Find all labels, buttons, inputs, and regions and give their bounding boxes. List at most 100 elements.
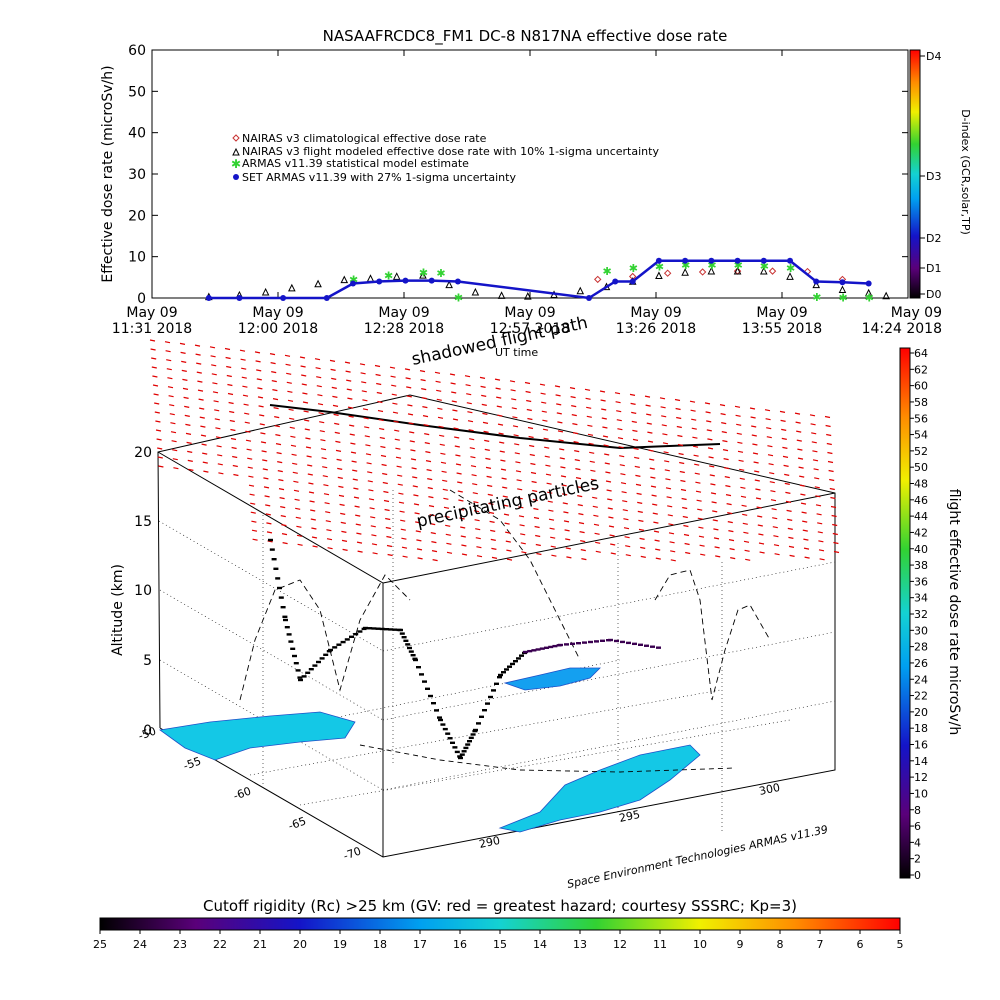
particle-mark — [577, 504, 583, 507]
particle-mark — [489, 520, 495, 523]
particle-mark — [196, 362, 202, 365]
particle-mark — [274, 425, 280, 428]
particle-mark — [527, 417, 533, 421]
particle-mark — [623, 527, 630, 530]
flight-point — [405, 643, 411, 646]
particle-mark — [292, 471, 298, 474]
particle-mark — [288, 408, 294, 411]
particle-mark — [542, 419, 548, 422]
flight-point — [656, 646, 661, 649]
particle-mark — [539, 383, 546, 386]
particle-mark — [826, 442, 832, 446]
flight-point — [367, 627, 373, 630]
particle-mark — [287, 390, 293, 393]
particle-mark — [480, 385, 486, 388]
flight-point — [312, 664, 318, 667]
x-tick-date: May 09 — [891, 305, 942, 321]
particle-mark — [269, 353, 276, 356]
flight-point — [379, 627, 385, 631]
x-tick-date: May 09 — [378, 305, 429, 321]
particle-mark — [357, 550, 363, 553]
particle-mark — [380, 454, 387, 458]
particle-mark — [454, 436, 460, 439]
particle-mark — [740, 495, 747, 498]
top-y-axis: 0 10 20 30 40 50 60 — [128, 43, 908, 307]
data-point — [760, 257, 767, 264]
data-point — [733, 266, 742, 275]
flight-point — [292, 654, 297, 658]
particle-mark — [630, 402, 636, 405]
dose-tick-label: 2 — [914, 853, 921, 866]
particle-mark — [652, 512, 658, 515]
particle-mark — [303, 410, 309, 413]
particle-mark — [645, 404, 651, 407]
particle-mark — [504, 522, 510, 525]
particle-mark — [365, 444, 371, 447]
particle-mark — [409, 440, 415, 443]
data-point: ✱ — [602, 265, 611, 278]
particle-mark — [491, 547, 497, 550]
particle-mark — [361, 390, 367, 393]
rc-tick-label: 6 — [857, 938, 864, 951]
particle-mark — [287, 399, 294, 402]
rc-tick-label: 14 — [533, 938, 547, 951]
particle-mark — [520, 542, 526, 545]
particle-mark — [757, 524, 763, 527]
particle-mark — [242, 385, 248, 388]
particle-mark — [334, 431, 340, 434]
flight-point — [422, 680, 427, 683]
x-tick-time: 11:31 2018 — [112, 321, 192, 337]
particle-mark — [637, 510, 643, 513]
particle-mark — [634, 456, 640, 459]
particle-mark — [722, 440, 728, 443]
flight-point — [498, 673, 503, 677]
particle-mark — [639, 537, 645, 540]
lat-tick-label: -60 — [232, 784, 253, 802]
particle-mark — [424, 442, 430, 445]
longitude-ticks: 290 295 300 — [478, 781, 781, 851]
data-point — [497, 291, 506, 299]
particle-mark — [320, 439, 326, 442]
particle-mark — [721, 431, 727, 434]
dose-tick-label: 34 — [914, 592, 928, 605]
particle-mark — [548, 509, 554, 512]
particle-mark — [354, 505, 360, 508]
flight-point — [504, 668, 509, 671]
particle-mark — [570, 396, 576, 399]
particle-mark — [691, 418, 697, 421]
particle-mark — [417, 557, 423, 560]
particle-mark — [512, 425, 519, 428]
box-edges — [157, 394, 836, 858]
particle-mark — [648, 449, 654, 452]
particle-mark — [758, 542, 765, 545]
particle-mark — [768, 463, 774, 466]
particle-mark — [547, 500, 553, 503]
flight-point — [278, 596, 284, 599]
flight-point — [458, 756, 463, 760]
particle-mark — [773, 544, 780, 547]
rc-tick-label: 10 — [693, 938, 707, 951]
flight-point — [375, 627, 381, 630]
particle-mark — [545, 473, 552, 476]
data-point — [288, 283, 296, 292]
particle-mark — [503, 513, 510, 516]
particle-mark — [623, 518, 629, 521]
data-point — [366, 274, 375, 282]
particle-mark — [280, 506, 286, 509]
x-tick-date: May 09 — [252, 305, 303, 321]
particle-mark — [274, 416, 280, 419]
lat-tick-label: -65 — [287, 814, 308, 832]
dose-tick-label: 26 — [914, 657, 928, 670]
particle-mark — [811, 441, 817, 444]
dose-tick-label: 48 — [914, 478, 928, 491]
particle-mark — [693, 454, 699, 457]
particle-mark — [696, 499, 702, 502]
particle-mark — [624, 536, 630, 539]
particle-mark — [782, 446, 788, 449]
particle-mark — [664, 469, 670, 472]
particle-mark — [772, 526, 778, 529]
particle-mark — [442, 479, 448, 482]
particle-mark — [296, 534, 303, 537]
particle-mark — [502, 486, 508, 489]
